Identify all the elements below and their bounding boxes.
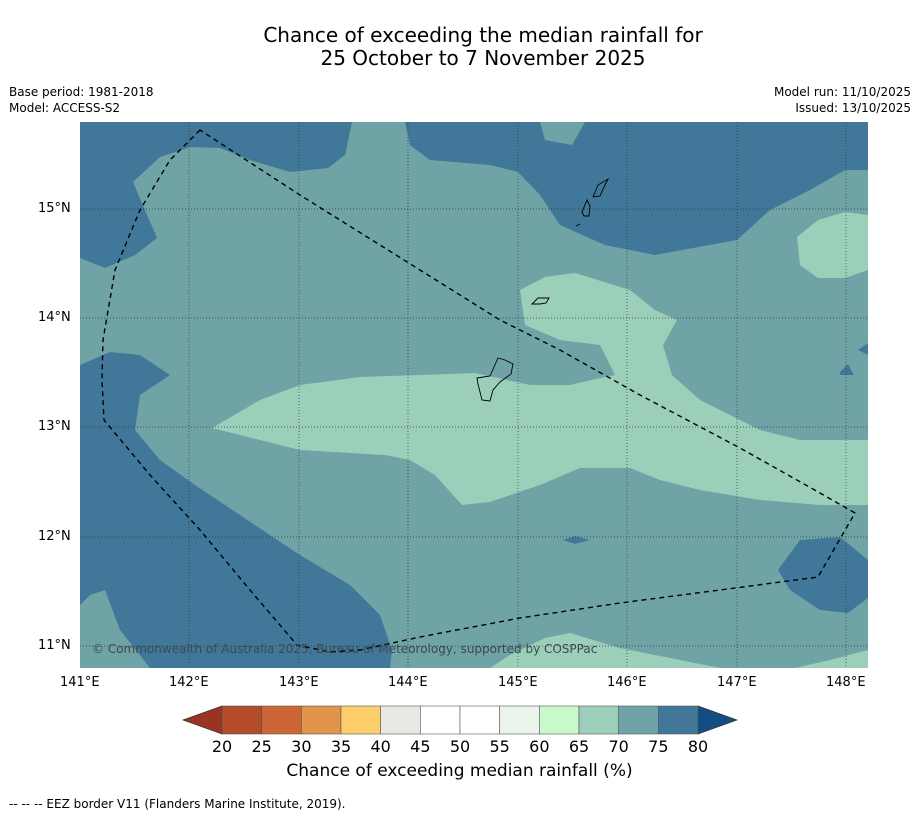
lon-tick: 142°E (169, 675, 209, 690)
colorbar-label: 55 (489, 737, 510, 756)
saipan-island (592, 177, 610, 198)
colorbar-label: 35 (330, 737, 352, 756)
regions-75-80 (80, 122, 868, 668)
lon-tick: 143°E (279, 675, 319, 690)
colorbar-under-arrow (181, 705, 223, 735)
colorbar-segment (420, 705, 461, 735)
tinian-island (581, 198, 591, 217)
colorbar (181, 705, 739, 735)
eez-border (101, 129, 856, 653)
guam-island (476, 357, 514, 402)
model-name: Model: ACCESS-S2 (9, 101, 121, 115)
colorbar-segment (618, 705, 659, 735)
lat-tick: 12°N (38, 529, 71, 544)
colorbar-label: 45 (410, 737, 431, 756)
colorbar-segment (499, 705, 540, 735)
colorbar-segment (380, 705, 421, 735)
lat-tick: 13°N (38, 419, 71, 434)
regions-65-70 (212, 212, 868, 668)
title-line-1: Chance of exceeding the median rainfall … (263, 23, 703, 47)
colorbar-segment (261, 705, 302, 735)
colorbar-over-arrow (697, 705, 739, 735)
base-period: Base period: 1981-2018 (9, 85, 154, 99)
lon-tick: 148°E (826, 675, 866, 690)
lon-tick: 145°E (498, 675, 538, 690)
colorbar-label: 40 (370, 737, 391, 756)
colorbar-label: 80 (687, 737, 709, 756)
colorbar-segment (221, 705, 262, 735)
colorbar-segment (459, 705, 500, 735)
colorbar-label: 20 (211, 737, 233, 756)
rainfall-map: © Commonwealth of Australia 2025, Bureau… (80, 122, 868, 668)
model-run: Model run: 11/10/2025 (773, 85, 911, 99)
lon-tick: 147°E (717, 675, 757, 690)
lat-tick: 11°N (38, 638, 71, 653)
colorbar-segment (578, 705, 619, 735)
colorbar-label: 65 (568, 737, 590, 756)
lat-tick: 15°N (38, 201, 71, 216)
copyright-notice: © Commonwealth of Australia 2025, Bureau… (92, 642, 597, 656)
lat-tick: 14°N (38, 310, 71, 325)
colorbar-segment (301, 705, 342, 735)
colorbar-title: Chance of exceeding median rainfall (%) (286, 761, 633, 781)
lon-tick: 146°E (607, 675, 647, 690)
rota-island (530, 297, 550, 305)
colorbar-label: 25 (251, 737, 272, 756)
colorbar-label: 30 (291, 737, 312, 756)
title-line-2: 25 October to 7 November 2025 (320, 46, 646, 70)
colorbar-label: 75 (648, 737, 669, 756)
lon-tick: 144°E (388, 675, 428, 690)
eez-footnote: -- -- -- EEZ border V11 (Flanders Marine… (9, 797, 346, 811)
issued-date: Issued: 13/10/2025 (795, 101, 911, 115)
colorbar-label: 60 (529, 737, 550, 756)
colorbar-segment (340, 705, 381, 735)
colorbar-label: 70 (608, 737, 629, 756)
colorbar-segment (658, 705, 699, 735)
colorbar-label: 50 (449, 737, 471, 756)
graticule (80, 122, 868, 668)
island-coastlines (476, 177, 610, 402)
colorbar-segment (539, 705, 580, 735)
lon-tick: 141°E (60, 675, 100, 690)
